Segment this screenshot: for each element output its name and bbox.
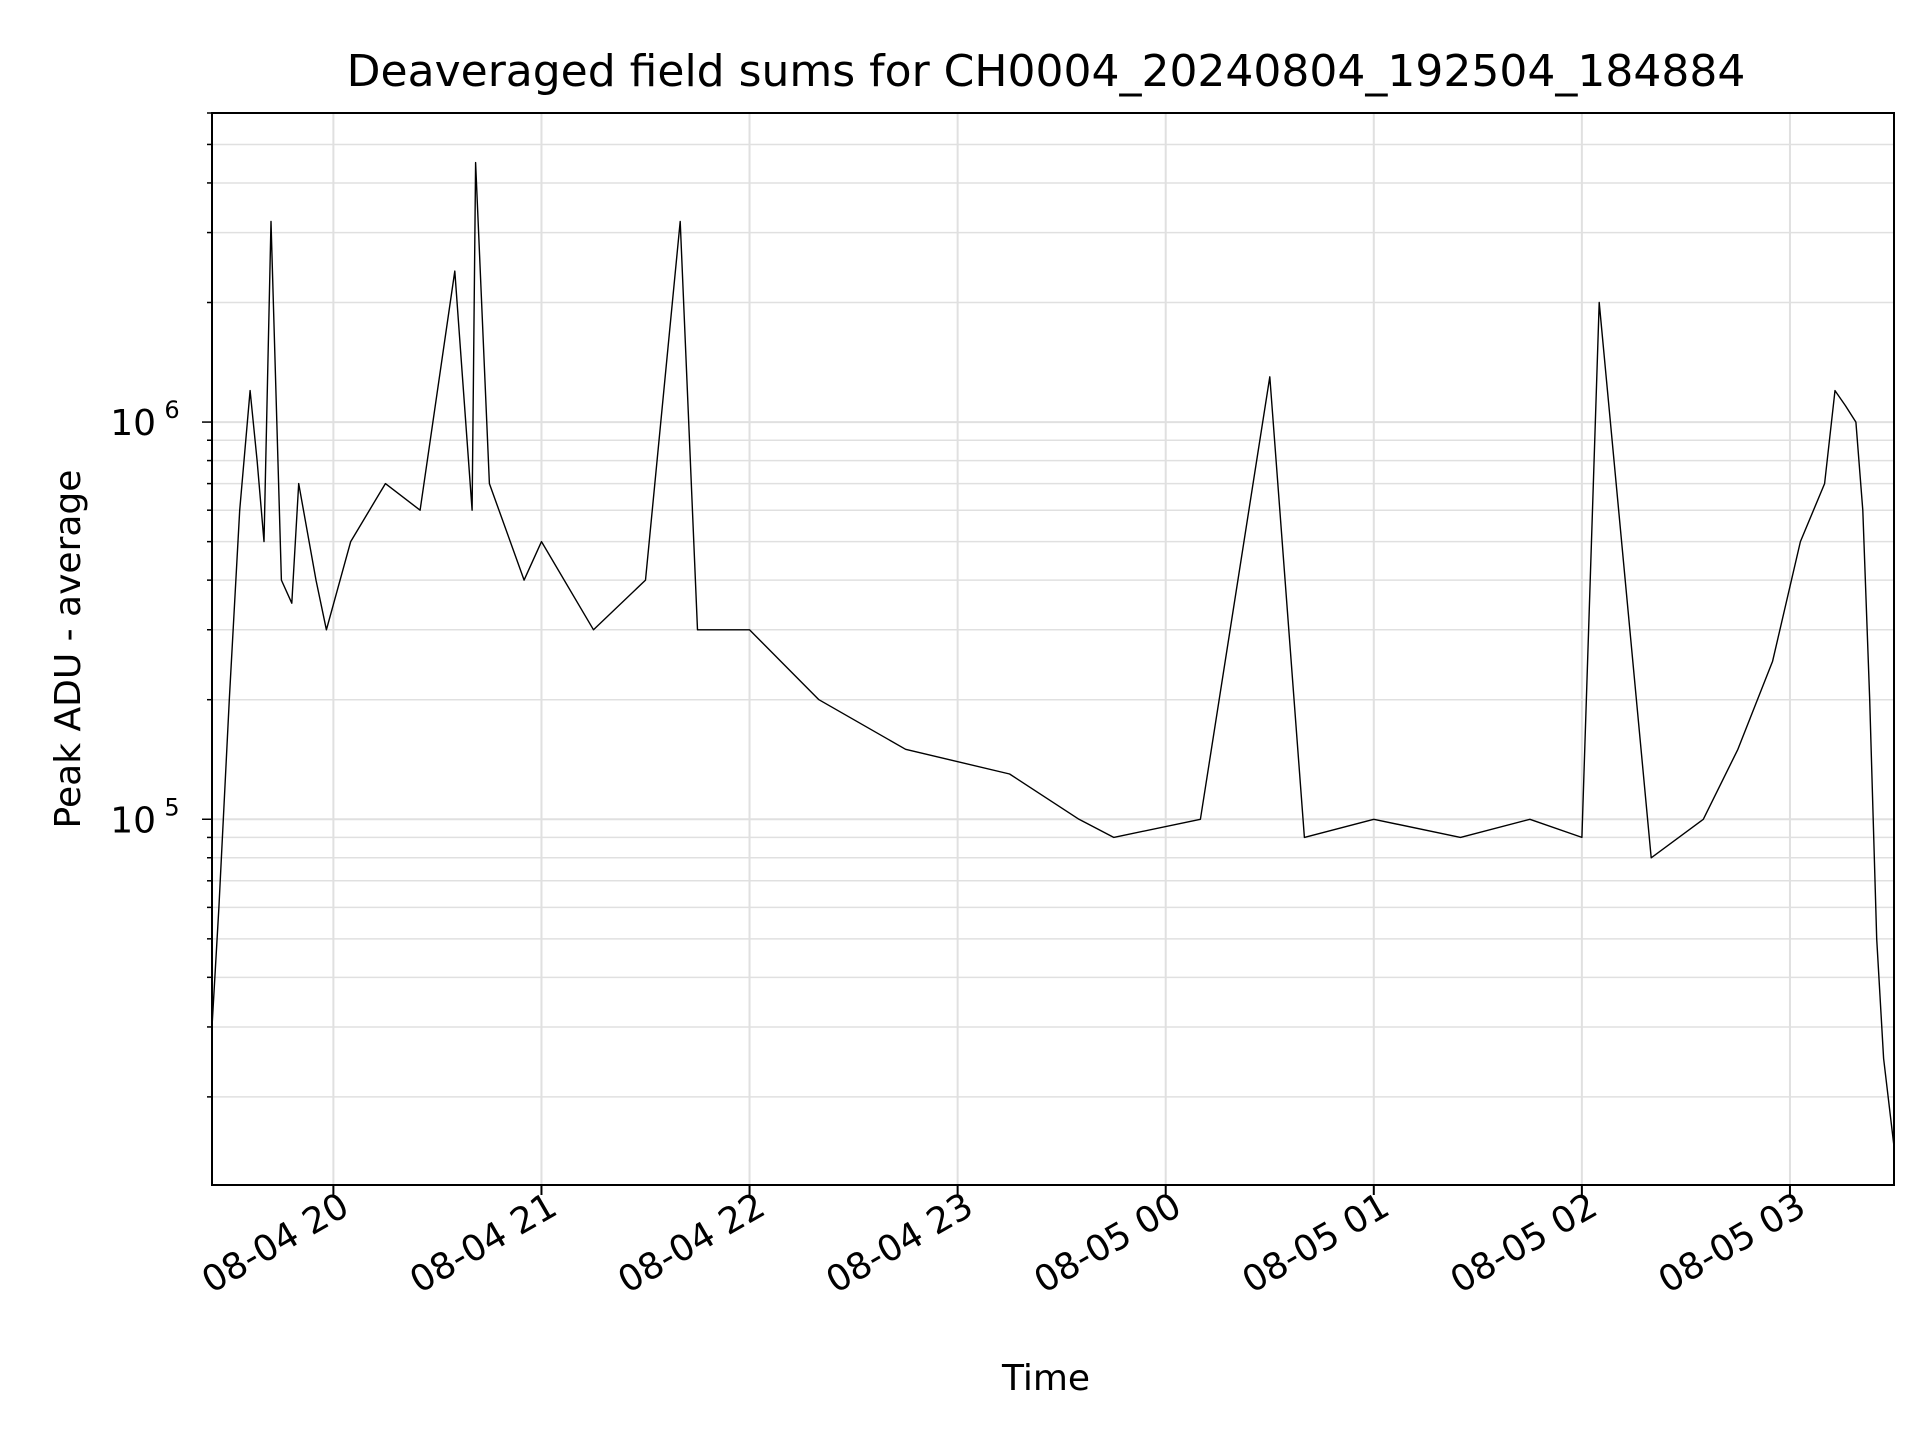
y-tick-label: 10 xyxy=(110,800,156,841)
series-line xyxy=(211,161,1895,1147)
x-axis-label: Time xyxy=(1001,1358,1090,1399)
grid-lines xyxy=(212,112,1894,1185)
y-tick-exponent: 6 xyxy=(164,396,179,424)
series-lines xyxy=(211,161,1895,1147)
y-tick-exponent: 5 xyxy=(164,793,179,821)
plot-frame xyxy=(211,112,1895,1186)
chart-title: Deaveraged field sums for CH0004_2024080… xyxy=(347,46,1746,97)
y-axis-label: Peak ADU - average xyxy=(48,470,89,829)
y-tick-label: 10 xyxy=(110,403,156,444)
